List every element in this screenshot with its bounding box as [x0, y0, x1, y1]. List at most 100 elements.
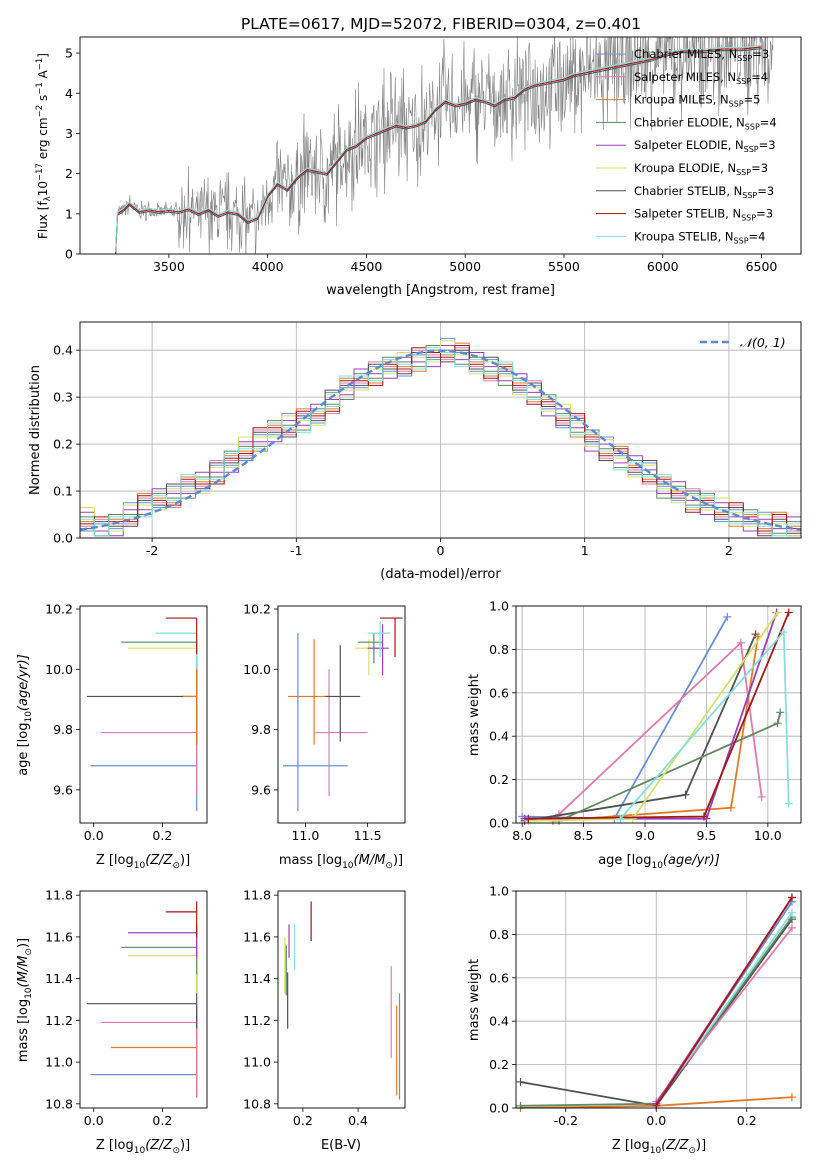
weight-marker-cyan: [784, 799, 793, 808]
y-tick-label: 0.1: [53, 484, 73, 499]
y-tick-label: 0.0: [489, 1101, 509, 1116]
x-tick-label: 4500: [351, 259, 383, 274]
weight-marker-green: [773, 719, 782, 728]
gaussian-legend-label: 𝒩(0, 1): [740, 335, 786, 350]
spectrum-axes: 3500 4000 4500 5000 5500 6000 6500 0 1 2 3 4 5 wavele…: [35, 36, 802, 298]
x-tick-label: 0.0: [84, 828, 104, 843]
weight-line-blue: [522, 616, 729, 820]
x-tick-label: 0.2: [737, 1113, 757, 1128]
x-tick-label: 8.5: [574, 828, 594, 843]
weight-marker-green: [776, 708, 785, 717]
weight-line-pink: [558, 641, 763, 815]
y-tick-label: 9.6: [53, 782, 73, 797]
y-tick-label: 1.0: [489, 884, 509, 899]
y-tick-label: 0: [65, 247, 73, 262]
axes-frame: [79, 605, 208, 824]
z-weight-axes: -0.2 0.0 0.2 0.0 0.2 0.4 0.6 0.8 1.0 Z [log10(Z/Z…: [467, 884, 802, 1156]
legend-entry: Kroupa STELIB, NSSP=4: [634, 229, 765, 245]
x-tick-label: 9.5: [696, 828, 716, 843]
y-tick-label: 9.8: [53, 722, 73, 737]
weight-marker-cyan: [616, 814, 625, 823]
axes-frame: [79, 36, 802, 255]
x-tick-label: 0.2: [152, 828, 172, 843]
weight-marker-pink: [787, 923, 796, 932]
y-tick-label: 1: [65, 206, 73, 221]
axes-frame: [79, 321, 802, 539]
y-tick-label: 10.2: [243, 602, 271, 617]
weight-marker-black: [681, 790, 690, 799]
legend-entry: Kroupa MILES, NSSP=5: [634, 93, 760, 109]
y-tick-label: 11.0: [243, 1055, 271, 1070]
model-spectrum-red: [115, 46, 762, 254]
y-tick-label: 11.8: [243, 888, 271, 903]
x-axis-label: age [log10(age/yr)]: [598, 853, 720, 871]
x-axis-label: mass [log10(M/M⊙)]: [279, 853, 403, 871]
y-tick-label: 0.2: [53, 437, 73, 452]
x-tick-label: 1: [581, 543, 589, 558]
weight-line-red: [528, 612, 790, 820]
weight-marker-yellow: [628, 814, 637, 823]
y-tick-label: 3: [65, 126, 73, 141]
y-tick-label: 10.8: [45, 1096, 73, 1111]
x-tick-label: 0.2: [152, 1113, 172, 1128]
x-tick-label: 5000: [449, 259, 481, 274]
x-tick-label: 0.4: [348, 1113, 368, 1128]
weight-marker-orange: [726, 803, 735, 812]
weight-marker-red: [787, 893, 796, 902]
residual-axes: -2 -1 0 1 2 0.0 0.1 0.2 0.3 0.4 𝒩(0, 1) (data-model…: [28, 321, 802, 582]
x-tick-label: 11.5: [354, 828, 382, 843]
x-tick-label: 0: [437, 543, 445, 558]
weight-marker-yellow: [773, 608, 782, 617]
y-tick-label: 0.6: [489, 685, 509, 700]
weight-marker-cyan: [779, 628, 788, 637]
x-tick-label: -0.2: [554, 1113, 578, 1128]
observed-spectrum: [115, 37, 774, 254]
legend-entry: Chabrier STELIB, NSSP=3: [634, 184, 774, 200]
x-tick-label: 11.0: [291, 828, 319, 843]
x-tick-label: 4000: [252, 259, 284, 274]
y-tick-label: 0.2: [489, 1057, 509, 1072]
legend-entry: Salpeter STELIB, NSSP=3: [634, 207, 773, 223]
y-tick-label: 9.6: [251, 782, 271, 797]
y-tick-label: 11.2: [243, 1013, 271, 1028]
axes-frame: [277, 605, 406, 824]
x-tick-label: 8.0: [512, 828, 532, 843]
y-tick-label: 9.8: [251, 722, 271, 737]
mass-age-axes: 11.0 11.5 9.6 9.8 10.0 10.2 mass [log10(M/M⊙)]: [243, 602, 406, 871]
y-tick-label: 10.0: [243, 662, 271, 677]
y-tick-label: 0.6: [489, 970, 509, 985]
x-axis-label: Z [log10(Z/Z⊙)]: [612, 1138, 706, 1156]
y-tick-label: 10.8: [243, 1096, 271, 1111]
y-tick-label: 1.0: [489, 599, 509, 614]
axes-frame: [79, 890, 208, 1109]
weight-marker-pink: [736, 638, 745, 647]
y-axis-label: Normed distribution: [28, 365, 43, 495]
y-axis-label: mass weight: [467, 959, 482, 1041]
y-tick-label: 0.0: [53, 531, 73, 546]
x-tick-label: 3500: [153, 259, 185, 274]
x-axis-label: Z [log10(Z/Z⊙)]: [96, 853, 190, 871]
axes-frame: [515, 890, 802, 1109]
y-tick-label: 0.2: [489, 772, 509, 787]
y-axis-label: age [log10(age/yr)]: [16, 654, 34, 776]
x-axis-label: (data-model)/error: [380, 567, 501, 582]
x-tick-label: -1: [290, 543, 302, 558]
y-tick-label: 0.0: [489, 816, 509, 831]
x-tick-label: 6000: [647, 259, 679, 274]
weight-marker-black: [516, 1077, 525, 1086]
x-tick-label: 2: [725, 543, 733, 558]
x-axis-label: wavelength [Angstrom, rest frame]: [326, 283, 555, 298]
ebv-mass-axes: 0.2 0.4 10.8 11.0 11.2 11.4 11.6 11.8 E(B-V): [243, 888, 406, 1153]
weight-marker-blue: [723, 612, 732, 621]
y-tick-label: 0.8: [489, 642, 509, 657]
weight-marker-red: [784, 608, 793, 617]
x-axis-label: E(B-V): [321, 1138, 361, 1153]
x-tick-label: 10.0: [754, 828, 782, 843]
x-tick-label: 0.0: [84, 1113, 104, 1128]
weight-marker-cyan: [787, 908, 796, 917]
weight-line-red: [655, 897, 793, 1107]
weight-marker-green: [516, 1101, 525, 1110]
model-spectrum-cyan: [115, 44, 762, 253]
legend-entry: Chabrier ELODIE, NSSP=4: [634, 115, 777, 131]
